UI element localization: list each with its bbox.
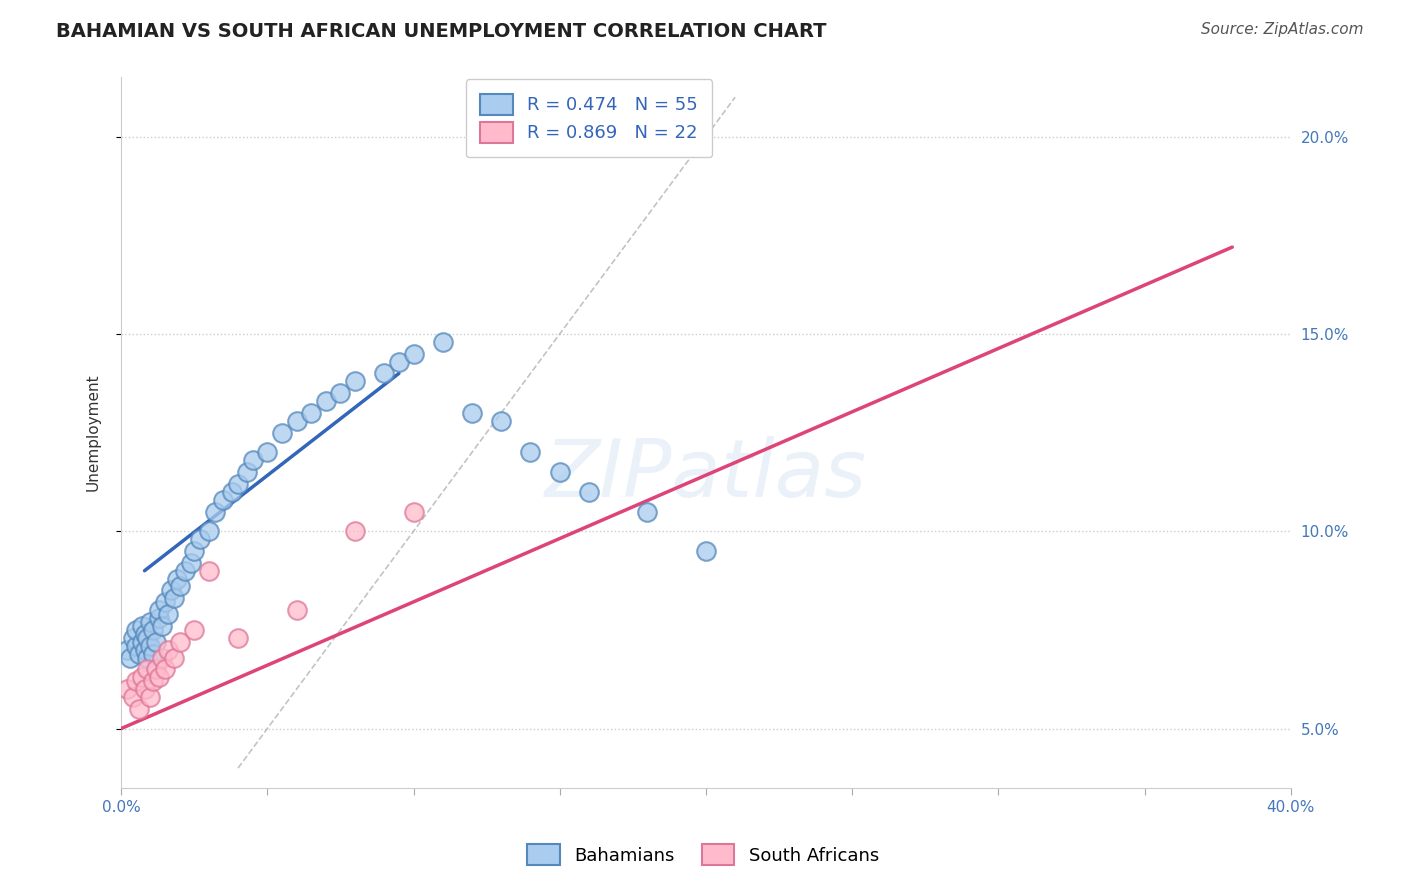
Point	[174, 564, 197, 578]
Point	[142, 623, 165, 637]
Point	[204, 504, 226, 518]
Point	[169, 580, 191, 594]
Point	[121, 631, 143, 645]
Point	[136, 650, 159, 665]
Legend: Bahamians, South Africans: Bahamians, South Africans	[519, 835, 887, 874]
Point	[131, 619, 153, 633]
Point	[373, 367, 395, 381]
Point	[125, 639, 148, 653]
Point	[578, 484, 600, 499]
Point	[285, 414, 308, 428]
Point	[163, 591, 186, 606]
Point	[156, 607, 179, 621]
Text: BAHAMIAN VS SOUTH AFRICAN UNEMPLOYMENT CORRELATION CHART: BAHAMIAN VS SOUTH AFRICAN UNEMPLOYMENT C…	[56, 22, 827, 41]
Point	[226, 631, 249, 645]
Point	[139, 639, 162, 653]
Point	[198, 524, 221, 539]
Point	[134, 642, 156, 657]
Point	[285, 603, 308, 617]
Point	[695, 544, 717, 558]
Point	[118, 650, 141, 665]
Point	[125, 623, 148, 637]
Point	[212, 492, 235, 507]
Point	[150, 650, 173, 665]
Point	[344, 374, 367, 388]
Point	[134, 682, 156, 697]
Point	[188, 532, 211, 546]
Point	[136, 662, 159, 676]
Point	[491, 414, 513, 428]
Point	[160, 583, 183, 598]
Point	[166, 572, 188, 586]
Point	[148, 611, 170, 625]
Legend: R = 0.474   N = 55, R = 0.869   N = 22: R = 0.474 N = 55, R = 0.869 N = 22	[465, 79, 713, 157]
Point	[134, 627, 156, 641]
Point	[131, 634, 153, 648]
Point	[299, 406, 322, 420]
Point	[142, 647, 165, 661]
Point	[169, 634, 191, 648]
Point	[145, 662, 167, 676]
Point	[402, 504, 425, 518]
Point	[271, 425, 294, 440]
Point	[115, 642, 138, 657]
Point	[388, 354, 411, 368]
Point	[242, 453, 264, 467]
Point	[139, 690, 162, 704]
Point	[636, 504, 658, 518]
Point	[402, 346, 425, 360]
Point	[329, 386, 352, 401]
Text: Source: ZipAtlas.com: Source: ZipAtlas.com	[1201, 22, 1364, 37]
Point	[180, 556, 202, 570]
Point	[221, 484, 243, 499]
Point	[125, 674, 148, 689]
Point	[153, 595, 176, 609]
Point	[163, 650, 186, 665]
Point	[121, 690, 143, 704]
Point	[461, 406, 484, 420]
Point	[136, 631, 159, 645]
Point	[148, 603, 170, 617]
Point	[183, 544, 205, 558]
Point	[148, 670, 170, 684]
Y-axis label: Unemployment: Unemployment	[86, 374, 100, 491]
Point	[115, 682, 138, 697]
Point	[226, 476, 249, 491]
Point	[548, 465, 571, 479]
Point	[315, 394, 337, 409]
Point	[432, 334, 454, 349]
Text: ZIPatlas: ZIPatlas	[546, 436, 868, 514]
Point	[198, 564, 221, 578]
Point	[128, 702, 150, 716]
Point	[142, 674, 165, 689]
Point	[128, 647, 150, 661]
Point	[139, 615, 162, 629]
Point	[236, 465, 259, 479]
Point	[150, 619, 173, 633]
Point	[153, 662, 176, 676]
Point	[344, 524, 367, 539]
Point	[519, 445, 541, 459]
Point	[183, 623, 205, 637]
Point	[156, 642, 179, 657]
Point	[145, 634, 167, 648]
Point	[256, 445, 278, 459]
Point	[131, 670, 153, 684]
